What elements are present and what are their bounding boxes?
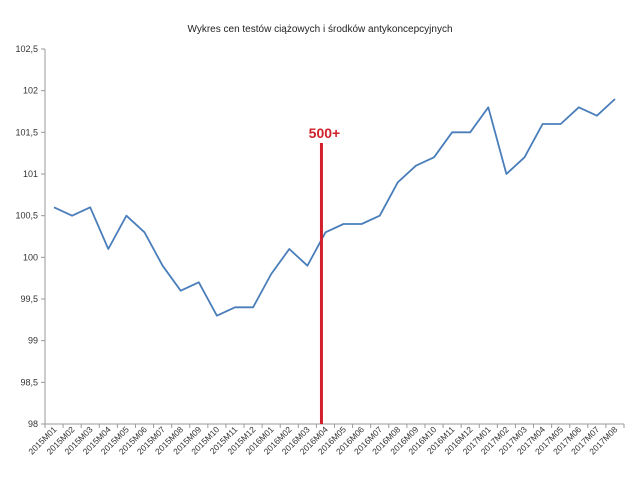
y-tick-label: 100: [23, 252, 38, 262]
y-tick-label: 101,5: [15, 127, 38, 137]
chart-title: Wykres cen testów ciążowych i środków an…: [187, 24, 452, 35]
y-tick-label: 98,5: [20, 377, 38, 387]
annotation-500plus: 500+: [309, 125, 341, 424]
y-tick-label: 99,5: [20, 294, 38, 304]
y-tick-label: 100,5: [15, 211, 38, 221]
y-tick-label: 98: [28, 419, 38, 429]
chart-axes: [44, 49, 624, 425]
y-tick-label: 101: [23, 169, 38, 179]
y-tick-label: 99: [28, 336, 38, 346]
y-tick-label: 102,5: [15, 44, 38, 54]
series-group: [53, 98, 616, 317]
annotation-label: 500+: [309, 125, 341, 141]
x-axis-ticks: 2015M012015M022015M032015M042015M052015M…: [26, 424, 625, 456]
series-line: [53, 98, 616, 317]
y-tick-label: 102: [23, 86, 38, 96]
y-axis-ticks: 98 98,5 99 99,5 100 100,5 101 101,5 102 102,5: [15, 44, 45, 429]
